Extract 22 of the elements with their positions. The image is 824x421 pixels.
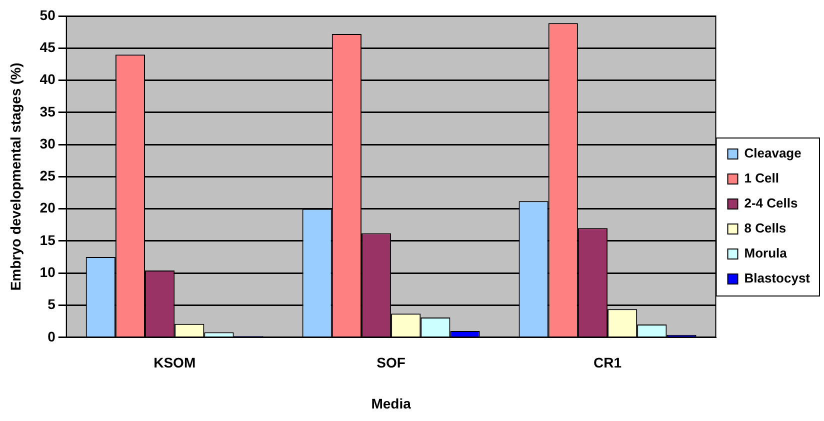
x-tick-label: CR1 (594, 354, 622, 371)
y-tick-label: 50 (40, 6, 56, 23)
y-tick-label: 45 (40, 39, 56, 55)
y-tick-label: 15 (40, 232, 56, 248)
y-tick-label: 20 (40, 200, 56, 216)
x-tick-label: KSOM (154, 354, 196, 371)
y-tick-label: 10 (40, 264, 56, 280)
y-axis-title: Embryo developmental stages (%) (7, 62, 24, 291)
legend-label: Blastocyst (744, 270, 811, 286)
legend-label: 8 Cells (744, 220, 786, 236)
legend-label: 2-4 Cells (744, 196, 798, 211)
y-tick-label: 25 (40, 168, 56, 184)
legend-label: Morula (744, 246, 788, 261)
y-tick-label: 5 (48, 296, 56, 312)
y-tick-label: 0 (48, 328, 56, 344)
x-axis-title: Media (371, 395, 412, 412)
legend-label: 1 Cell (744, 170, 779, 186)
y-tick-label: 30 (40, 135, 56, 152)
x-tick-label: SOF (376, 354, 406, 371)
legend-label: Cleavage (744, 146, 802, 161)
y-tick-label: 35 (40, 103, 56, 120)
y-tick-label: 40 (40, 71, 56, 88)
